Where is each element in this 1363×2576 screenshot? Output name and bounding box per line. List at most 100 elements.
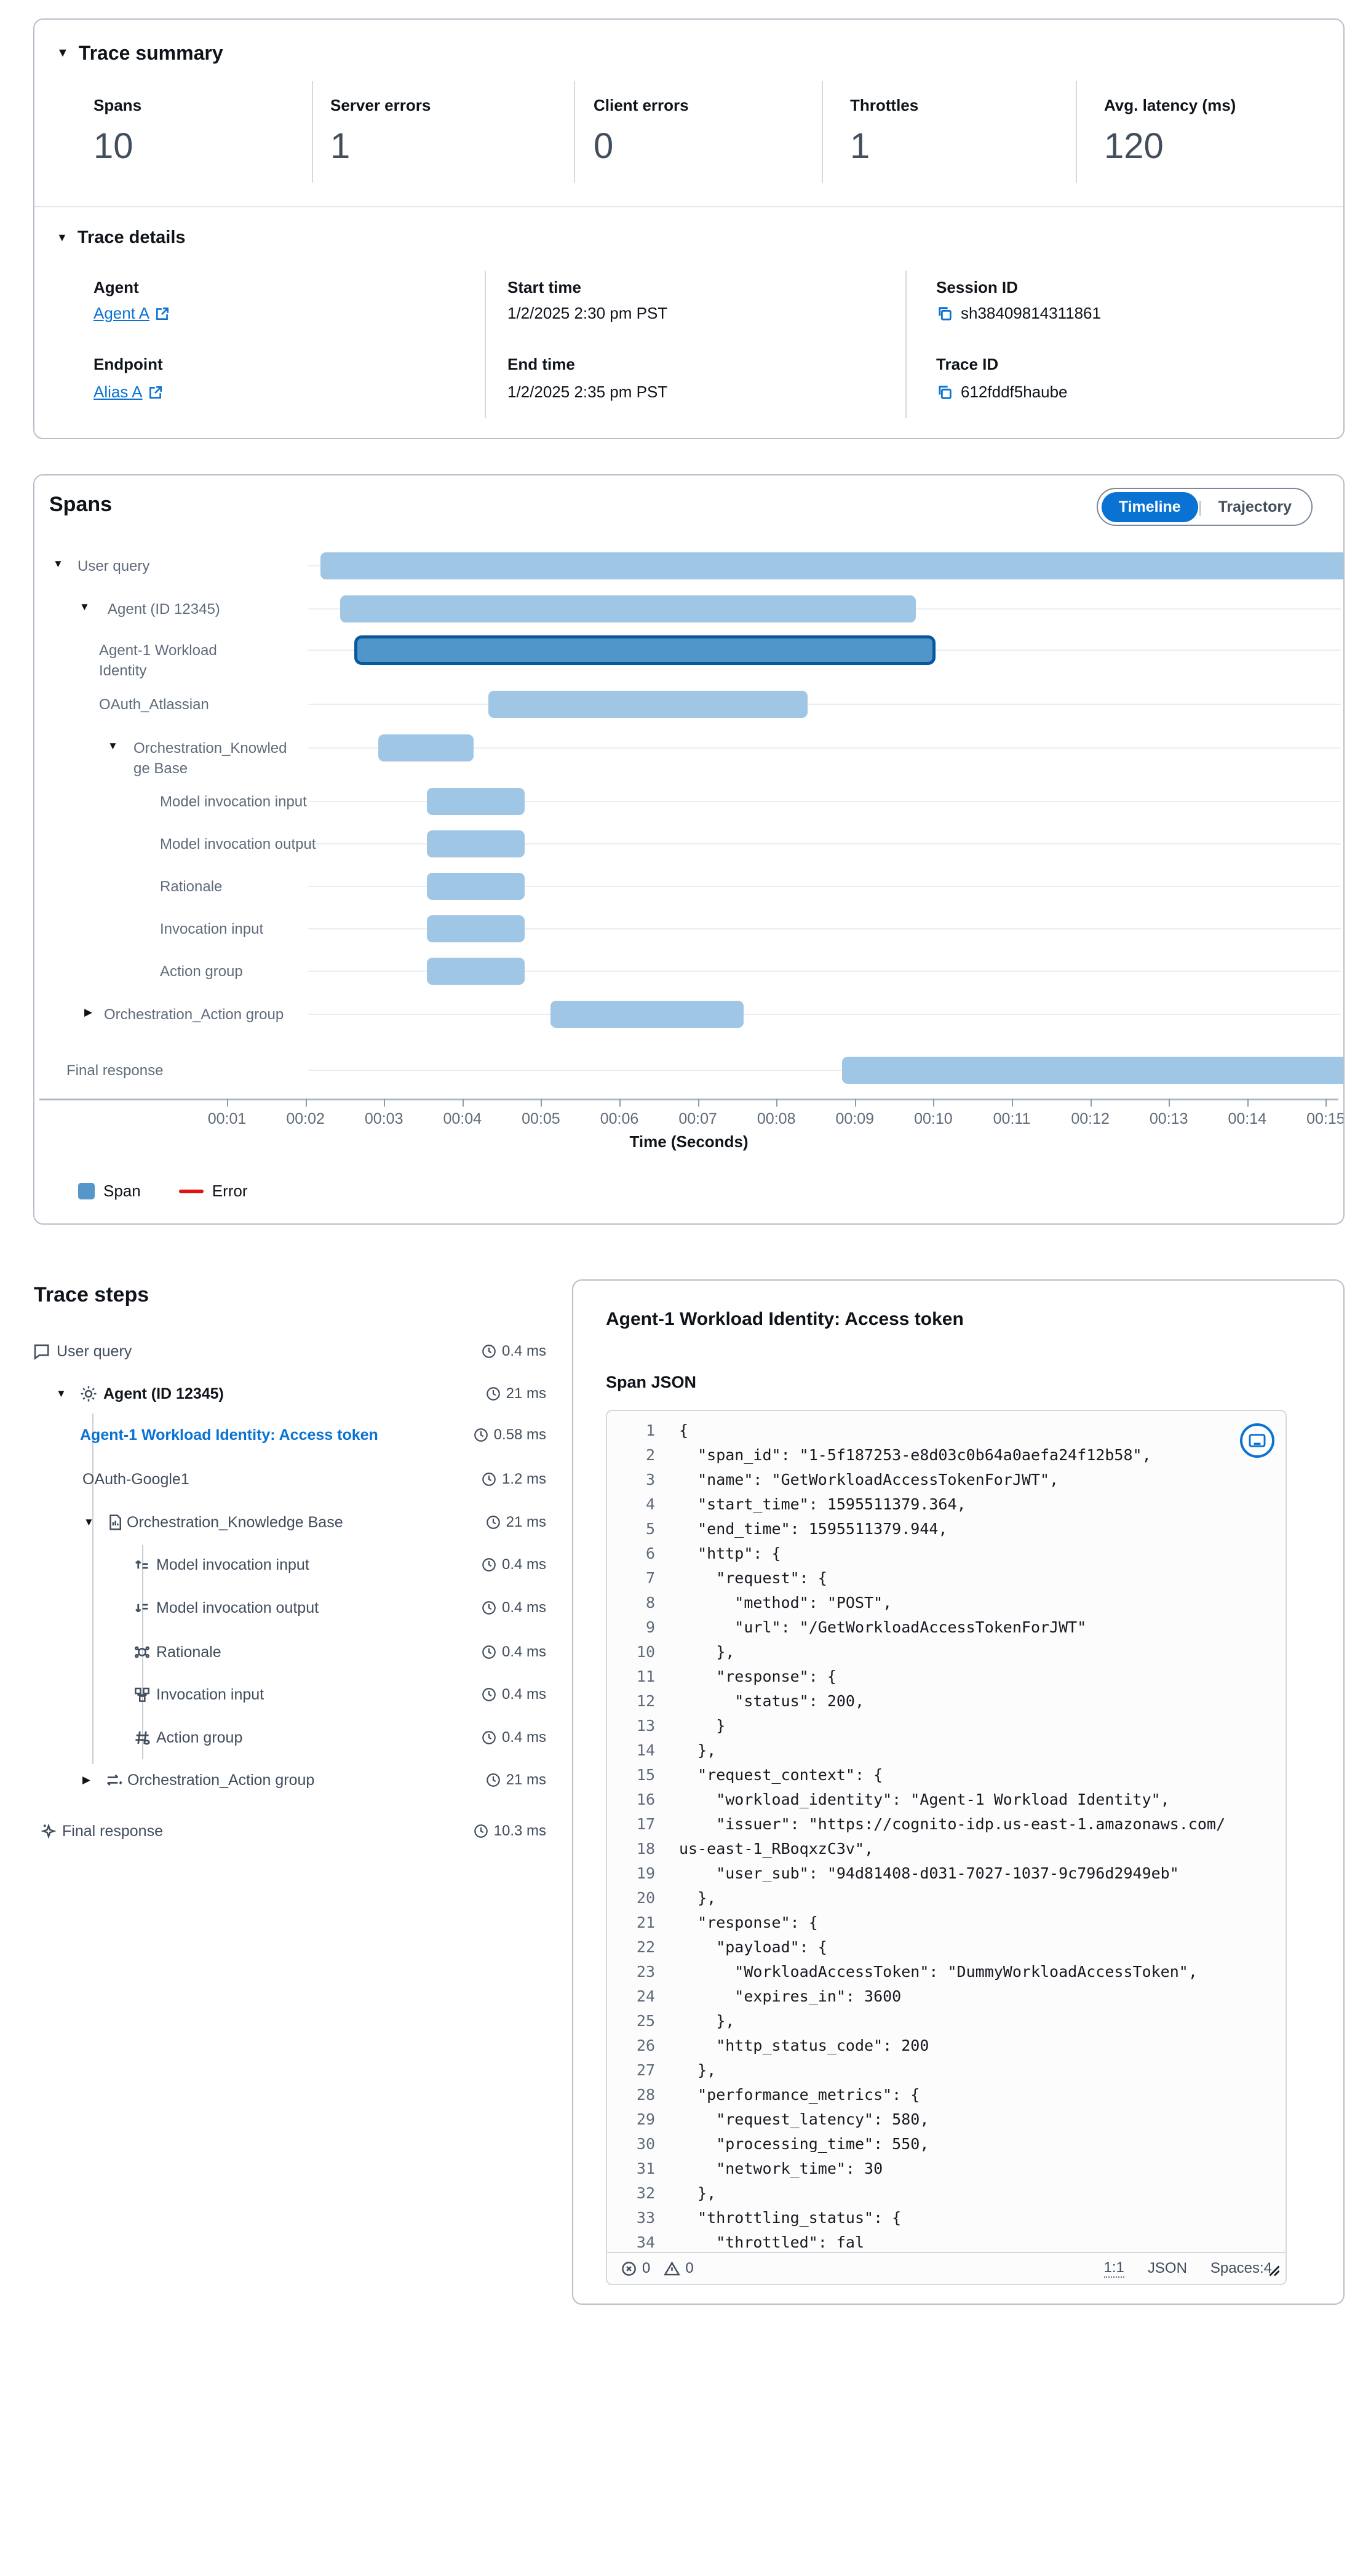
gantt-row-label: OAuth_Atlassian (99, 696, 209, 713)
toggle-timeline-button[interactable]: Timeline (1101, 491, 1198, 522)
end-time-label: End time (507, 355, 575, 373)
code-line: 5 "end_time": 1595511379.944, (607, 1517, 1286, 1541)
collapse-caret-icon: ▼ (57, 231, 68, 244)
gantt-row-baseline (308, 971, 1341, 972)
copy-icon[interactable] (936, 305, 953, 322)
trace-step-row[interactable]: ▼ Agent (ID 12345) 21 ms (31, 1378, 546, 1409)
trace-step-row[interactable]: Agent-1 Workload Identity: Access token 0… (31, 1420, 546, 1450)
tree-guide-line (142, 1545, 143, 1759)
agent-link[interactable]: Agent A (93, 304, 170, 323)
doc-icon (106, 1513, 124, 1532)
line-content: "network_time": 30 (679, 2160, 883, 2177)
caret-down-icon[interactable]: ▼ (79, 601, 90, 613)
code-line: 29 "request_latency": 580, (607, 2107, 1286, 2132)
agent-value: Agent A (93, 304, 170, 323)
code-line: 18 us-east-1_RBoqxzC3v", (607, 1837, 1286, 1861)
external-link-icon (148, 384, 164, 400)
trace-step-row[interactable]: Model invocation input 0.4 ms (31, 1549, 546, 1580)
trace-step-row[interactable]: Invocation input 0.4 ms (31, 1679, 546, 1710)
action-icon (133, 1728, 151, 1747)
axis-tick (1325, 1099, 1327, 1107)
line-number: 6 (645, 1544, 655, 1562)
clock-icon (481, 1687, 497, 1703)
trace-step-row[interactable]: User query 0.4 ms (31, 1336, 546, 1367)
start-time-label: Start time (507, 278, 581, 296)
code-line: 17 "issuer": "https://cognito-idp.us-eas… (607, 1812, 1286, 1837)
time-axis (39, 1099, 1338, 1100)
trace-step-row[interactable]: ▼ Orchestration_Knowledge Base 21 ms (31, 1507, 546, 1538)
line-content: }, (679, 1643, 735, 1661)
span-bar[interactable] (427, 915, 525, 942)
trace-step-row[interactable]: Model invocation output 0.4 ms (31, 1592, 546, 1623)
span-bar[interactable] (842, 1057, 1343, 1084)
caret-down-icon[interactable]: ▼ (84, 1516, 94, 1528)
code-line: 32 }, (607, 2181, 1286, 2206)
line-content: }, (679, 2061, 717, 2079)
endpoint-link[interactable]: Alias A (93, 383, 164, 402)
line-content: "request_latency": 580, (679, 2110, 929, 2128)
caret-right-icon[interactable]: ▶ (82, 1774, 91, 1786)
metric-value: 0 (594, 126, 614, 166)
caret-right-icon[interactable]: ▶ (84, 1006, 93, 1018)
toggle-trajectory-button[interactable]: Trajectory (1218, 498, 1292, 515)
step-duration: 1.2 ms (501, 1471, 546, 1487)
line-content: "http": { (679, 1544, 781, 1562)
line-number: 21 (636, 1914, 655, 1931)
trace-step-row[interactable]: Action group 0.4 ms (31, 1722, 546, 1753)
span-bar[interactable] (488, 691, 808, 718)
line-content: { (679, 1421, 689, 1439)
span-bar[interactable] (320, 552, 1343, 579)
line-content: "url": "/GetWorkloadAccessTokenForJWT" (679, 1618, 1087, 1636)
trace-id-label: Trace ID (936, 355, 999, 373)
copy-icon[interactable] (936, 384, 953, 401)
line-content: "method": "POST", (679, 1594, 892, 1612)
gantt-row-baseline (308, 747, 1341, 749)
legend-span-swatch (78, 1183, 95, 1199)
code-line: 6 "http": { (607, 1541, 1286, 1566)
keyboard-shortcuts-icon[interactable] (1240, 1423, 1274, 1458)
span-bar[interactable] (340, 595, 916, 622)
span-bar[interactable] (427, 830, 525, 857)
line-number: 15 (636, 1766, 655, 1784)
line-content: "start_time": 1595511379.364, (679, 1495, 966, 1513)
trace-step-row[interactable]: ▶ Orchestration_Action group 21 ms (31, 1765, 546, 1795)
span-bar[interactable] (427, 958, 525, 985)
span-bar[interactable] (550, 1001, 744, 1028)
end-time-value: 1/2/2025 2:35 pm PST (507, 383, 668, 401)
session-id-value: sh38409814311861 (936, 304, 1101, 323)
trace-step-row[interactable]: Final response 10.3 ms (31, 1816, 546, 1847)
axis-tick-label: 00:08 (757, 1110, 796, 1127)
line-number: 30 (636, 2135, 655, 2153)
metric-divider (574, 81, 575, 183)
span-json-editor[interactable]: 1{2 "span_id": "1-5f187253-e8d03c0b64a0a… (606, 1410, 1287, 2285)
invocation-icon (133, 1685, 151, 1704)
tree-guide-line (92, 1413, 93, 1764)
line-content: }, (679, 1741, 717, 1759)
step-duration: 0.58 ms (493, 1426, 546, 1443)
caret-down-icon[interactable]: ▼ (108, 740, 118, 752)
metric-value: 10 (93, 126, 133, 166)
trace-step-label: User query (57, 1342, 132, 1360)
editor-spaces: Spaces:4 (1210, 2260, 1272, 2276)
code-content[interactable]: 1{2 "span_id": "1-5f187253-e8d03c0b64a0a… (607, 1411, 1286, 2257)
caret-down-icon[interactable]: ▼ (53, 558, 63, 570)
resize-handle-icon[interactable] (1268, 2265, 1281, 2280)
cursor-position[interactable]: 1:1 (1103, 2259, 1124, 2278)
trace-step-row[interactable]: Rationale 0.4 ms (31, 1637, 546, 1668)
span-bar[interactable] (378, 734, 474, 761)
trace-details-header[interactable]: ▼ Trace details (57, 228, 186, 248)
minput-icon (133, 1556, 151, 1574)
axis-tick (1169, 1099, 1170, 1107)
span-bar[interactable] (427, 873, 525, 900)
trace-summary-header[interactable]: ▼ Trace summary (57, 42, 223, 65)
code-line: 11 "response": { (607, 1664, 1286, 1689)
caret-down-icon[interactable]: ▼ (56, 1388, 66, 1399)
metric-value: 1 (330, 126, 351, 166)
line-content: "expires_in": 3600 (679, 1987, 902, 2005)
trace-step-row[interactable]: OAuth-Google1 1.2 ms (31, 1464, 546, 1495)
span-bar[interactable] (427, 788, 525, 815)
span-bar[interactable] (354, 635, 936, 665)
axis-tick-label: 00:14 (1228, 1110, 1267, 1127)
details-divider (485, 271, 486, 418)
step-duration: 0.4 ms (501, 1556, 546, 1573)
